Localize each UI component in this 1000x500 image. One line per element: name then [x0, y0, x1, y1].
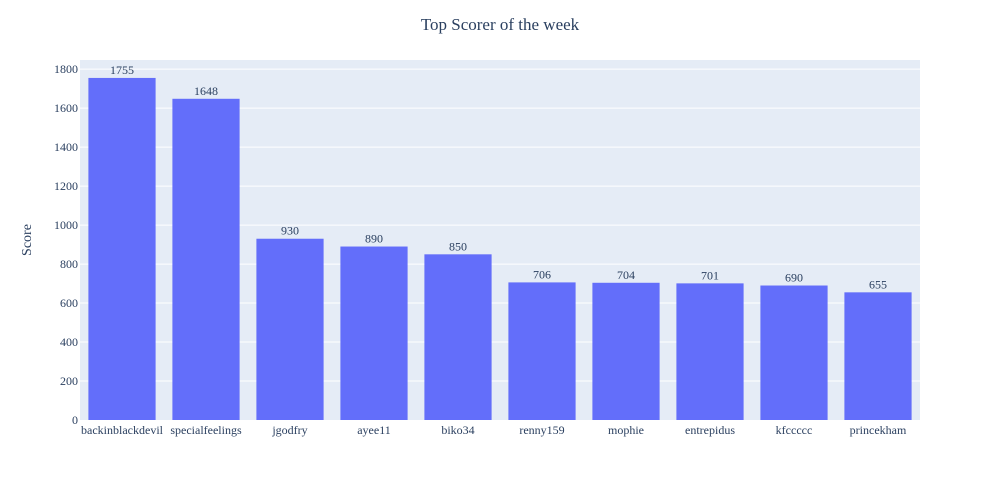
x-tick-label: kfccccc: [776, 423, 813, 437]
x-tick-label: princekham: [850, 423, 907, 437]
data-labels: 1755 1648 930 890 850 706 704 701 690 655: [110, 63, 887, 291]
data-label-princekham: 655: [869, 277, 887, 291]
data-label-renny159: 706: [533, 267, 551, 281]
bar-ayee11[interactable]: [340, 246, 408, 420]
bar-entrepidus[interactable]: [676, 283, 744, 420]
bar-jgodfry[interactable]: [256, 238, 324, 420]
x-tick-label: renny159: [519, 423, 564, 437]
y-tick-label: 1800: [54, 62, 78, 76]
x-tick-label: mophie: [608, 423, 644, 437]
data-label-jgodfry: 930: [281, 224, 299, 238]
x-tick-label: jgodfry: [271, 423, 307, 437]
x-tick-label: biko34: [441, 423, 474, 437]
bar-princekham[interactable]: [844, 292, 912, 420]
x-tick-label: entrepidus: [685, 423, 735, 437]
y-axis-title: Score: [20, 224, 35, 256]
bar-specialfeelings[interactable]: [172, 98, 240, 420]
y-tick-label: 1400: [54, 140, 78, 154]
chart-title: Top Scorer of the week: [421, 15, 580, 34]
data-label-mophie: 704: [617, 268, 635, 282]
data-label-ayee11: 890: [365, 232, 383, 246]
bar-kfccccc[interactable]: [760, 285, 828, 420]
data-label-specialfeelings: 1648: [194, 84, 218, 98]
bar-renny159[interactable]: [508, 282, 576, 420]
x-tick-label: ayee11: [357, 423, 391, 437]
bar-backinblackdevil[interactable]: [88, 77, 156, 421]
y-tick-label: 0: [72, 413, 78, 427]
y-axis-ticks: 0 200 400 600 800 1000 1200 1400 1600 1800: [54, 62, 78, 427]
x-axis-ticks: backinblackdevil specialfeelings jgodfry ay…: [81, 423, 907, 437]
y-tick-label: 1200: [54, 179, 78, 193]
bar-biko34[interactable]: [424, 254, 492, 420]
x-tick-label: backinblackdevil: [81, 423, 164, 437]
y-tick-label: 400: [60, 335, 78, 349]
x-tick-label: specialfeelings: [170, 423, 242, 437]
bars: [88, 77, 912, 421]
y-tick-label: 200: [60, 374, 78, 388]
y-tick-label: 1000: [54, 218, 78, 232]
y-tick-label: 1600: [54, 101, 78, 115]
bar-mophie[interactable]: [592, 282, 660, 420]
y-tick-label: 600: [60, 296, 78, 310]
data-label-biko34: 850: [449, 239, 467, 253]
data-label-backinblackdevil: 1755: [110, 63, 134, 77]
data-label-kfccccc: 690: [785, 271, 803, 285]
y-tick-label: 800: [60, 257, 78, 271]
data-label-entrepidus: 701: [701, 268, 719, 282]
